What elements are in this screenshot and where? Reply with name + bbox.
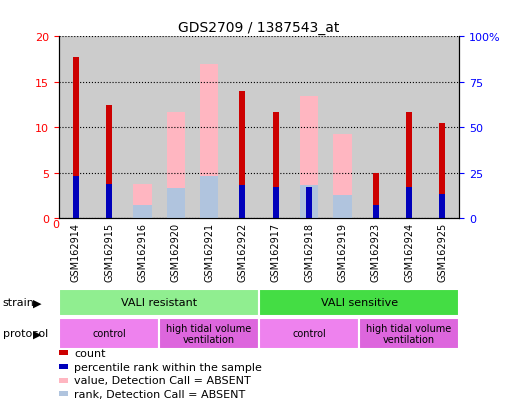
Bar — [326, 37, 359, 219]
Text: protocol: protocol — [3, 328, 48, 339]
Text: GSM162924: GSM162924 — [404, 222, 414, 281]
Bar — [240, 92, 245, 219]
Text: ▶: ▶ — [33, 297, 42, 308]
Bar — [273, 187, 279, 219]
Bar — [406, 113, 412, 219]
Title: GDS2709 / 1387543_at: GDS2709 / 1387543_at — [179, 21, 340, 35]
Text: high tidal volume
ventilation: high tidal volume ventilation — [166, 323, 252, 344]
Bar — [133, 205, 151, 219]
Bar — [333, 195, 351, 219]
Text: control: control — [92, 328, 126, 339]
Bar — [300, 185, 318, 219]
Bar — [373, 173, 379, 219]
Bar — [200, 176, 218, 219]
Bar — [292, 37, 326, 219]
Text: GSM162916: GSM162916 — [137, 222, 147, 281]
Bar — [259, 318, 359, 349]
Text: GSM162920: GSM162920 — [171, 222, 181, 281]
Bar — [59, 318, 159, 349]
Text: GSM162923: GSM162923 — [371, 222, 381, 281]
Bar — [73, 58, 78, 219]
Bar — [440, 123, 445, 219]
Bar — [106, 184, 112, 219]
Text: 0: 0 — [52, 219, 59, 229]
Text: VALI sensitive: VALI sensitive — [321, 297, 398, 308]
Text: GSM162919: GSM162919 — [338, 222, 347, 281]
Bar — [359, 37, 392, 219]
Bar — [273, 113, 279, 219]
Bar — [159, 37, 192, 219]
Bar — [59, 37, 92, 219]
Text: GSM162917: GSM162917 — [271, 222, 281, 281]
Text: GSM162925: GSM162925 — [438, 222, 447, 281]
Bar — [426, 37, 459, 219]
Text: value, Detection Call = ABSENT: value, Detection Call = ABSENT — [74, 375, 251, 385]
Text: GSM162915: GSM162915 — [104, 222, 114, 281]
Text: count: count — [74, 348, 106, 358]
Text: rank, Detection Call = ABSENT: rank, Detection Call = ABSENT — [74, 389, 246, 399]
Bar — [200, 64, 218, 219]
Bar — [392, 37, 426, 219]
Text: GSM162922: GSM162922 — [238, 222, 247, 281]
Text: VALI resistant: VALI resistant — [121, 297, 197, 308]
Bar — [259, 289, 459, 316]
Text: strain: strain — [3, 297, 34, 308]
Text: GSM162918: GSM162918 — [304, 222, 314, 281]
Bar — [192, 37, 226, 219]
Bar — [359, 318, 459, 349]
Text: GSM162921: GSM162921 — [204, 222, 214, 281]
Text: percentile rank within the sample: percentile rank within the sample — [74, 362, 262, 372]
Bar — [126, 37, 159, 219]
Bar — [159, 318, 259, 349]
Text: ▶: ▶ — [33, 328, 42, 339]
Bar — [106, 105, 112, 219]
Bar — [300, 97, 318, 219]
Bar — [167, 189, 185, 219]
Bar — [133, 184, 151, 219]
Bar — [333, 134, 351, 219]
Bar — [306, 187, 312, 219]
Text: high tidal volume
ventilation: high tidal volume ventilation — [366, 323, 452, 344]
Bar — [167, 113, 185, 219]
Bar — [59, 289, 259, 316]
Text: GSM162914: GSM162914 — [71, 222, 81, 281]
Bar — [406, 188, 412, 219]
Bar — [73, 176, 78, 219]
Bar — [440, 195, 445, 219]
Text: control: control — [292, 328, 326, 339]
Bar — [259, 37, 292, 219]
Bar — [373, 205, 379, 219]
Bar — [92, 37, 126, 219]
Bar — [226, 37, 259, 219]
Bar — [240, 185, 245, 219]
